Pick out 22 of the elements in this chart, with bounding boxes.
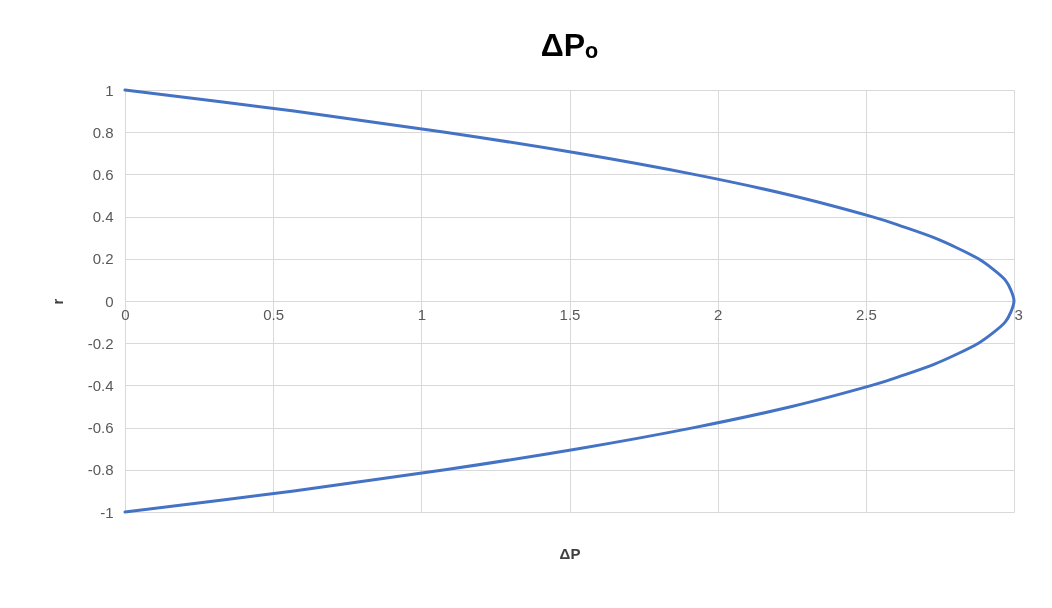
- x-tick-label: 0: [121, 305, 130, 323]
- x-axis-title: ΔP: [559, 544, 581, 562]
- y-tick-label: 0.4: [92, 208, 114, 226]
- y-tick-label: 1: [105, 81, 114, 99]
- y-tick-label: -0.8: [87, 461, 114, 479]
- y-axis-title: r: [48, 298, 66, 305]
- x-tick-label: 2.5: [855, 305, 877, 323]
- y-tick-label: 0.6: [92, 165, 114, 183]
- x-tick-label: 1: [417, 305, 427, 323]
- y-tick-label: -0.6: [87, 419, 114, 437]
- y-tick-label: 0.2: [92, 250, 114, 268]
- line-series: [123, 88, 1016, 514]
- x-tick-label: 0.5: [263, 305, 285, 323]
- y-tick-label: 0: [105, 292, 114, 310]
- x-tick-label: 3: [1014, 305, 1023, 323]
- y-tick-label: 0.8: [92, 123, 114, 141]
- chart-title: ΔPₒ: [540, 27, 599, 63]
- y-tick-label: -1: [100, 503, 114, 521]
- x-tick-label: 2: [713, 305, 723, 323]
- x-tick-label: 1.5: [559, 305, 581, 323]
- y-tick-label: -0.4: [87, 376, 114, 394]
- y-tick-label: -0.2: [87, 334, 114, 352]
